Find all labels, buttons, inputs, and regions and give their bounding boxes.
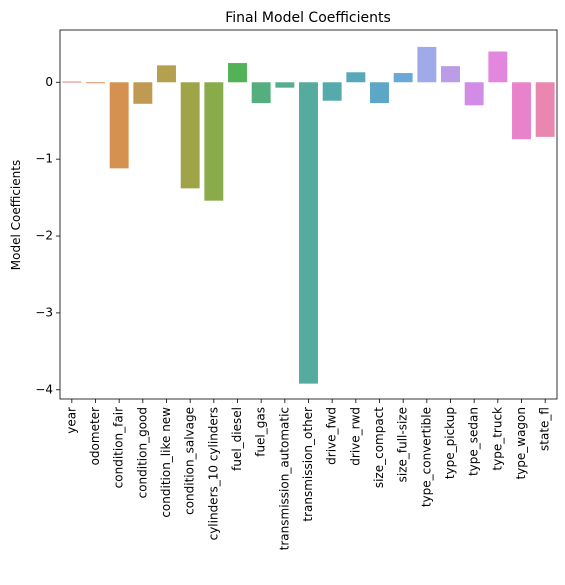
y-axis-label: Model Coefficients [9,160,23,270]
bar-size-full-size [393,73,413,83]
bar-odometer [86,82,105,84]
x-tick-label: type_pickup [443,407,457,479]
bar-transmission-automatic [275,82,295,88]
bar-transmission-other [299,82,318,384]
x-tick-label: transmission_automatic [277,407,291,550]
bar-condition-fair [109,82,129,169]
x-tick-label: condition_fair [112,407,126,488]
y-tick-label: −4 [35,382,53,396]
bar-type-pickup [441,66,460,83]
x-tick-label: condition_like new [159,407,173,518]
bar-condition-like-new [157,65,176,83]
bar-type-convertible [417,46,437,83]
bar-drive-fwd [322,82,342,101]
bar-fuel-gas [251,82,271,104]
x-axis-ticks: year odometer condition_fair condition_good… [64,399,552,550]
bar-type-wagon [512,82,531,140]
x-tick-label: transmission_other [301,407,315,522]
y-tick-label: −1 [35,152,53,166]
x-tick-label: size_compact [372,407,386,488]
bar-condition-good [133,82,153,104]
y-tick-label: −3 [35,305,53,319]
bar-size-compact [370,82,389,104]
x-tick-label: cylinders_10 cylinders [206,407,220,540]
x-tick-label: fuel_gas [254,407,268,457]
x-tick-label: drive_rwd [348,407,362,466]
bar-state-fl [535,82,555,137]
bar-drive-rwd [346,72,366,83]
y-axis-ticks: 0 −1 −2 −3 −4 [35,75,60,396]
x-tick-label: state_fl [538,407,552,451]
x-tick-label: condition_good [135,407,149,498]
x-tick-label: type_wagon [514,407,528,480]
bar-type-truck [488,51,508,83]
x-tick-label: type_convertible [419,407,433,507]
plot-frame [59,29,558,400]
x-tick-label: condition_salvage [183,407,197,515]
x-tick-label: type_sedan [467,407,481,476]
bar-cylinders-10-cylinders [204,82,224,201]
bar-fuel-diesel [228,63,247,83]
x-tick-label: drive_fwd [325,407,339,465]
y-tick-label: 0 [45,75,53,89]
x-tick-label: size_full-size [396,407,410,482]
bar-year [62,81,82,83]
x-tick-label: fuel_diesel [230,407,244,471]
chart-title: Final Model Coefficients [225,10,391,26]
x-tick-label: year [64,407,78,434]
bars-layer [62,46,555,384]
bar-type-sedan [464,82,484,106]
x-tick-label: type_truck [490,407,504,471]
x-tick-label: odometer [88,407,102,465]
bar-condition-salvage [180,82,200,189]
y-tick-label: −2 [35,229,53,243]
